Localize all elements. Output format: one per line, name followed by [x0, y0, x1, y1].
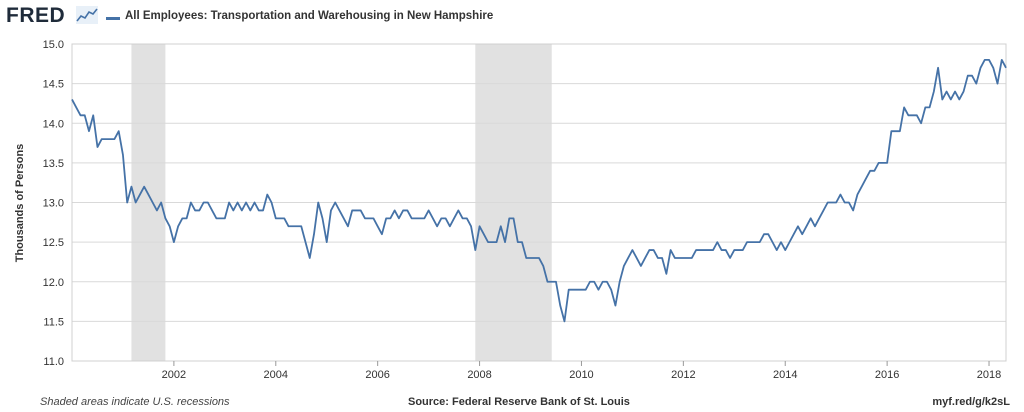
y-tick-label: 11.0 [43, 356, 64, 368]
axes: 11.0 11.5 12.0 12.5 13.0 13.5 14.0 14.5 15.0 2002… [43, 39, 1007, 381]
short-link[interactable]: myf.red/g/k2sL [932, 396, 1010, 408]
y-tick-label: 12.0 [43, 277, 64, 289]
legend-swatch [106, 17, 120, 20]
y-axis-label: Thousands of Persons [14, 144, 26, 263]
x-tick-label: 2002 [162, 369, 186, 381]
series-layer[interactable] [71, 58, 1007, 323]
recession-note: Shaded areas indicate U.S. recessions [40, 396, 230, 408]
x-tick-label: 2004 [264, 369, 288, 381]
y-tick-label: 14.0 [43, 118, 64, 130]
y-tick-label: 11.5 [43, 316, 64, 328]
x-tick-label: 2014 [773, 369, 797, 381]
y-tick-label: 13.0 [43, 198, 64, 210]
x-tick-label: 2012 [671, 369, 695, 381]
fred-logo[interactable]: FRED [6, 4, 66, 27]
y-tick-label: 13.5 [43, 158, 64, 170]
plot-area [71, 43, 1007, 362]
series-line[interactable] [71, 58, 1007, 323]
y-tick-label: 14.5 [43, 79, 64, 91]
series-legend-label[interactable]: All Employees: Transportation and Wareho… [125, 10, 494, 22]
chart-header: FRED All Employees: Transportation and W… [0, 0, 1024, 36]
x-tick-label: 2006 [365, 369, 389, 381]
y-tick-label: 12.5 [43, 237, 64, 249]
x-tick-label: 2018 [977, 369, 1001, 381]
y-tick-label: 15.0 [43, 39, 64, 51]
line-graph-icon [76, 6, 98, 24]
source-note: Source: Federal Reserve Bank of St. Loui… [408, 396, 630, 408]
x-tick-label: 2010 [569, 369, 593, 381]
x-tick-label: 2016 [875, 369, 899, 381]
x-tick-label: 2008 [467, 369, 491, 381]
